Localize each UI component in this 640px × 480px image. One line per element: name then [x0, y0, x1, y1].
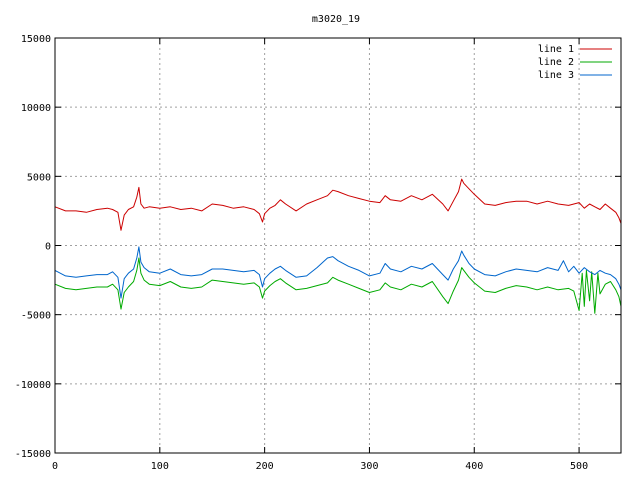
x-tick-label: 200	[256, 461, 274, 472]
legend-label-1: line 1	[538, 44, 574, 55]
y-tick-label: -15000	[15, 449, 51, 460]
x-tick-label: 500	[570, 461, 588, 472]
series-line-2	[54, 257, 622, 314]
y-tick-label: 0	[45, 242, 51, 253]
y-tick-label: 5000	[27, 172, 51, 183]
series-line-1	[54, 178, 622, 231]
axis-ticks: 0 100 200 300 400 500 -15000 -10000 -5000 0 5000 10…	[15, 34, 621, 472]
chart-title: m3020_19	[312, 14, 360, 25]
series-layer	[54, 178, 622, 314]
x-tick-label: 300	[360, 461, 378, 472]
y-tick-label: 10000	[21, 103, 51, 114]
x-tick-label: 100	[151, 461, 169, 472]
legend: line 1 line 2 line 3	[538, 44, 612, 81]
y-tick-label: -5000	[21, 311, 51, 322]
legend-label-2: line 2	[538, 57, 574, 68]
grid-lines	[55, 38, 621, 453]
x-tick-label: 400	[465, 461, 483, 472]
x-tick-label: 0	[52, 461, 58, 472]
legend-label-3: line 3	[538, 70, 574, 81]
series-line-3	[54, 246, 622, 299]
y-tick-label: 15000	[21, 34, 51, 45]
y-tick-label: -10000	[15, 380, 51, 391]
